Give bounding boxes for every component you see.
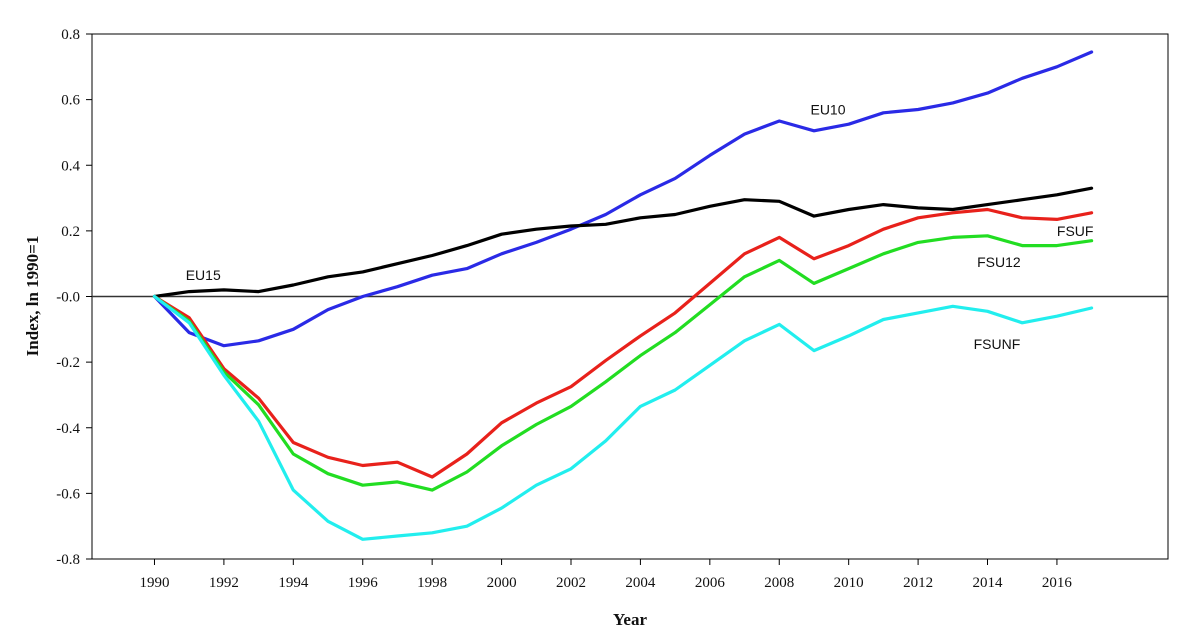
y-axis-title: Index, ln 1990=1 [23,236,42,357]
x-tick-label: 2010 [834,575,864,591]
y-axis-ticks: 0.8 0.6 0.4 0.2 -0.0 -0.2 -0.4 -0.6 -0.8 [56,27,92,568]
series-layer [152,50,1094,541]
series-line-eu10 [152,50,1094,348]
x-tick-label: 1992 [209,575,239,591]
y-tick-label: -0.4 [56,421,80,437]
series-line-eu15 [152,186,1094,299]
x-tick-label: 2004 [625,575,656,591]
series-label-fsu12: FSU12 [977,254,1021,270]
series-label-eu10: EU10 [810,101,845,117]
y-tick-label: 0.2 [61,224,80,240]
x-tick-label: 2002 [556,575,586,591]
y-tick-label: 0.4 [61,158,80,174]
y-tick-label: 0.8 [61,27,80,43]
x-tick-label: 1990 [139,575,169,591]
y-tick-label: -0.8 [56,552,80,568]
x-tick-label: 1994 [278,575,309,591]
series-label-eu15: EU15 [186,267,221,283]
series-label-fsunf: FSUNF [974,336,1021,352]
y-tick-label: -0.6 [56,486,80,502]
series-line-fsu12 [152,234,1094,492]
x-axis-ticks: 1990 1992 1994 1996 1998 2000 2002 2004 2006 2008… [139,559,1072,591]
x-tick-label: 2000 [487,575,517,591]
series-annotations: EU10 EU15 FSUF FSU12 FSUNF [186,101,1094,352]
x-tick-label: 2016 [1042,575,1073,591]
series-line-fsuf [152,207,1094,479]
y-tick-label: -0.2 [56,355,80,371]
x-tick-label: 2012 [903,575,933,591]
x-axis-title: Year [613,610,647,629]
series-label-fsuf: FSUF [1057,223,1094,239]
x-tick-label: 1998 [417,575,447,591]
x-tick-label: 2014 [973,575,1004,591]
x-tick-label: 2006 [695,575,726,591]
y-tick-label: 0.6 [61,93,80,109]
x-tick-label: 1996 [348,575,379,591]
y-tick-label: -0.0 [56,290,80,306]
x-tick-label: 2008 [764,575,794,591]
series-line-fsunf [152,294,1094,541]
